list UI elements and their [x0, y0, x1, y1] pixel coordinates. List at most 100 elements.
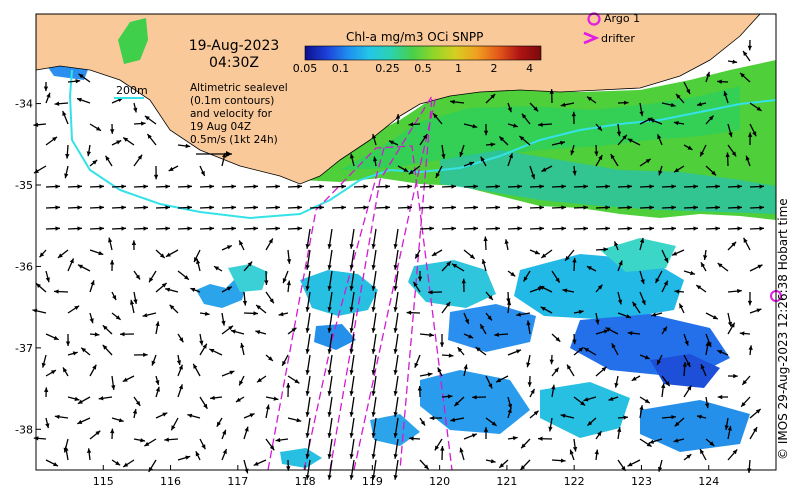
velocity-arrowhead	[519, 135, 525, 141]
velocity-arrowhead	[286, 383, 291, 388]
velocity-arrowhead	[242, 300, 248, 306]
velocity-arrowhead	[385, 184, 390, 189]
velocity-arrowhead	[165, 205, 170, 210]
velocity-arrowhead	[371, 348, 376, 354]
velocity-arrowhead	[161, 282, 167, 288]
velocity-arrowhead	[143, 205, 148, 210]
velocity-arrowhead	[129, 299, 135, 305]
velocity-arrowhead	[178, 364, 183, 370]
velocity-arrowhead	[709, 441, 715, 446]
velocity-arrowhead	[756, 308, 762, 313]
velocity-arrowhead	[327, 243, 332, 249]
velocity-arrowhead	[122, 377, 128, 382]
velocity-arrowhead	[560, 458, 566, 463]
velocity-arrowhead	[165, 184, 170, 189]
velocity-arrowhead	[571, 111, 577, 117]
velocity-arrowhead	[560, 102, 566, 107]
velocity-arrowhead	[195, 451, 200, 457]
velocity-arrowhead	[649, 226, 654, 231]
velocity-arrowhead	[349, 153, 355, 159]
velocity-arrowhead	[539, 285, 545, 290]
velocity-arrowhead	[499, 463, 505, 468]
velocity-arrowhead	[393, 243, 398, 249]
velocity-arrowhead	[57, 253, 63, 258]
velocity-arrowhead	[632, 301, 637, 307]
velocity-arrowhead	[190, 287, 196, 292]
velocity-arrowhead	[569, 449, 574, 455]
velocity-arrowhead	[472, 124, 478, 129]
velocity-arrowhead	[748, 345, 753, 351]
velocity-arrowhead	[731, 241, 737, 247]
velocity-arrowhead	[730, 322, 735, 328]
velocity-arrowhead	[305, 264, 310, 270]
velocity-arrowhead	[463, 364, 468, 370]
velocity-arrowhead	[516, 312, 521, 317]
velocity-arrowhead	[554, 367, 559, 373]
velocity-arrowhead	[53, 462, 59, 467]
velocity-arrowhead	[171, 425, 176, 431]
velocity-arrowhead	[740, 72, 745, 78]
velocity-arrowhead	[165, 287, 171, 292]
velocity-arrowhead	[651, 312, 657, 317]
velocity-arrowhead	[327, 264, 332, 270]
velocity-arrowhead	[737, 226, 742, 231]
velocity-arrowhead	[428, 290, 433, 295]
velocity-arrowhead	[640, 279, 645, 285]
velocity-arrowhead	[153, 174, 159, 180]
velocity-arrowhead	[209, 184, 214, 189]
velocity-arrowhead	[294, 379, 300, 384]
velocity-arrowhead	[649, 205, 654, 210]
velocity-arrowhead	[393, 453, 398, 459]
velocity-arrowhead	[54, 414, 60, 420]
velocity-arrowhead	[583, 397, 589, 402]
velocity-arrowhead	[527, 382, 532, 387]
velocity-arrowhead	[747, 132, 753, 137]
velocity-arrowhead	[625, 314, 631, 319]
velocity-arrowhead	[708, 115, 714, 121]
velocity-arrowhead	[696, 102, 702, 107]
velocity-arrowhead	[393, 306, 398, 312]
velocity-arrowhead	[671, 184, 676, 189]
velocity-arrowhead	[222, 429, 227, 435]
velocity-arrowhead	[297, 184, 302, 189]
velocity-arrowhead	[349, 432, 354, 438]
velocity-arrowhead	[506, 298, 511, 303]
velocity-arrowhead	[674, 289, 680, 294]
velocity-arrowhead	[429, 205, 434, 210]
velocity-arrowhead	[488, 383, 493, 389]
colorbar: 0.05 0.1 0.25 0.5 1 2 4	[293, 45, 542, 75]
velocity-arrowhead	[235, 397, 241, 402]
altimetry-note: Altimetric sealevel (0.1m contours) and …	[190, 82, 288, 147]
velocity-arrowhead	[506, 300, 512, 306]
velocity-arrowhead	[561, 184, 566, 189]
velocity-arrowhead	[745, 155, 750, 161]
altimetry-line-4: 19 Aug 04Z	[190, 121, 252, 133]
velocity-arrowhead	[580, 401, 586, 406]
velocity-arrowhead	[275, 184, 280, 189]
velocity-arrowhead	[305, 243, 310, 249]
velocity-arrowhead	[598, 155, 603, 160]
map-date-title: 19-Aug-2023 04:30Z	[178, 38, 290, 72]
velocity-arrowhead	[393, 369, 398, 375]
isobath-label: 200m	[116, 84, 148, 97]
velocity-arrowhead	[393, 264, 398, 270]
velocity-arrowhead	[120, 332, 125, 337]
velocity-arrowhead	[450, 99, 455, 105]
velocity-arrowhead	[439, 342, 445, 348]
velocity-arrowhead	[77, 205, 82, 210]
velocity-arrowhead	[105, 155, 110, 161]
y-axis-ticks: -34 -35 -36 -37 -38	[15, 98, 41, 436]
velocity-arrowhead	[199, 340, 204, 346]
velocity-arrowhead	[81, 347, 87, 353]
velocity-arrowhead	[728, 132, 733, 138]
velocity-arrowhead	[231, 226, 236, 231]
velocity-arrowhead	[538, 122, 543, 127]
velocity-arrowhead	[541, 253, 547, 258]
velocity-arrowhead	[671, 226, 676, 231]
x-tick-label: 118	[295, 475, 316, 488]
velocity-arrowhead	[371, 264, 376, 270]
velocity-arrowhead	[562, 288, 568, 293]
velocity-arrowhead	[693, 184, 698, 189]
velocity-arrowhead	[393, 327, 398, 333]
credit-line: © IMOS 29-Aug-2023 12:26:38 Hobart time	[776, 198, 790, 460]
